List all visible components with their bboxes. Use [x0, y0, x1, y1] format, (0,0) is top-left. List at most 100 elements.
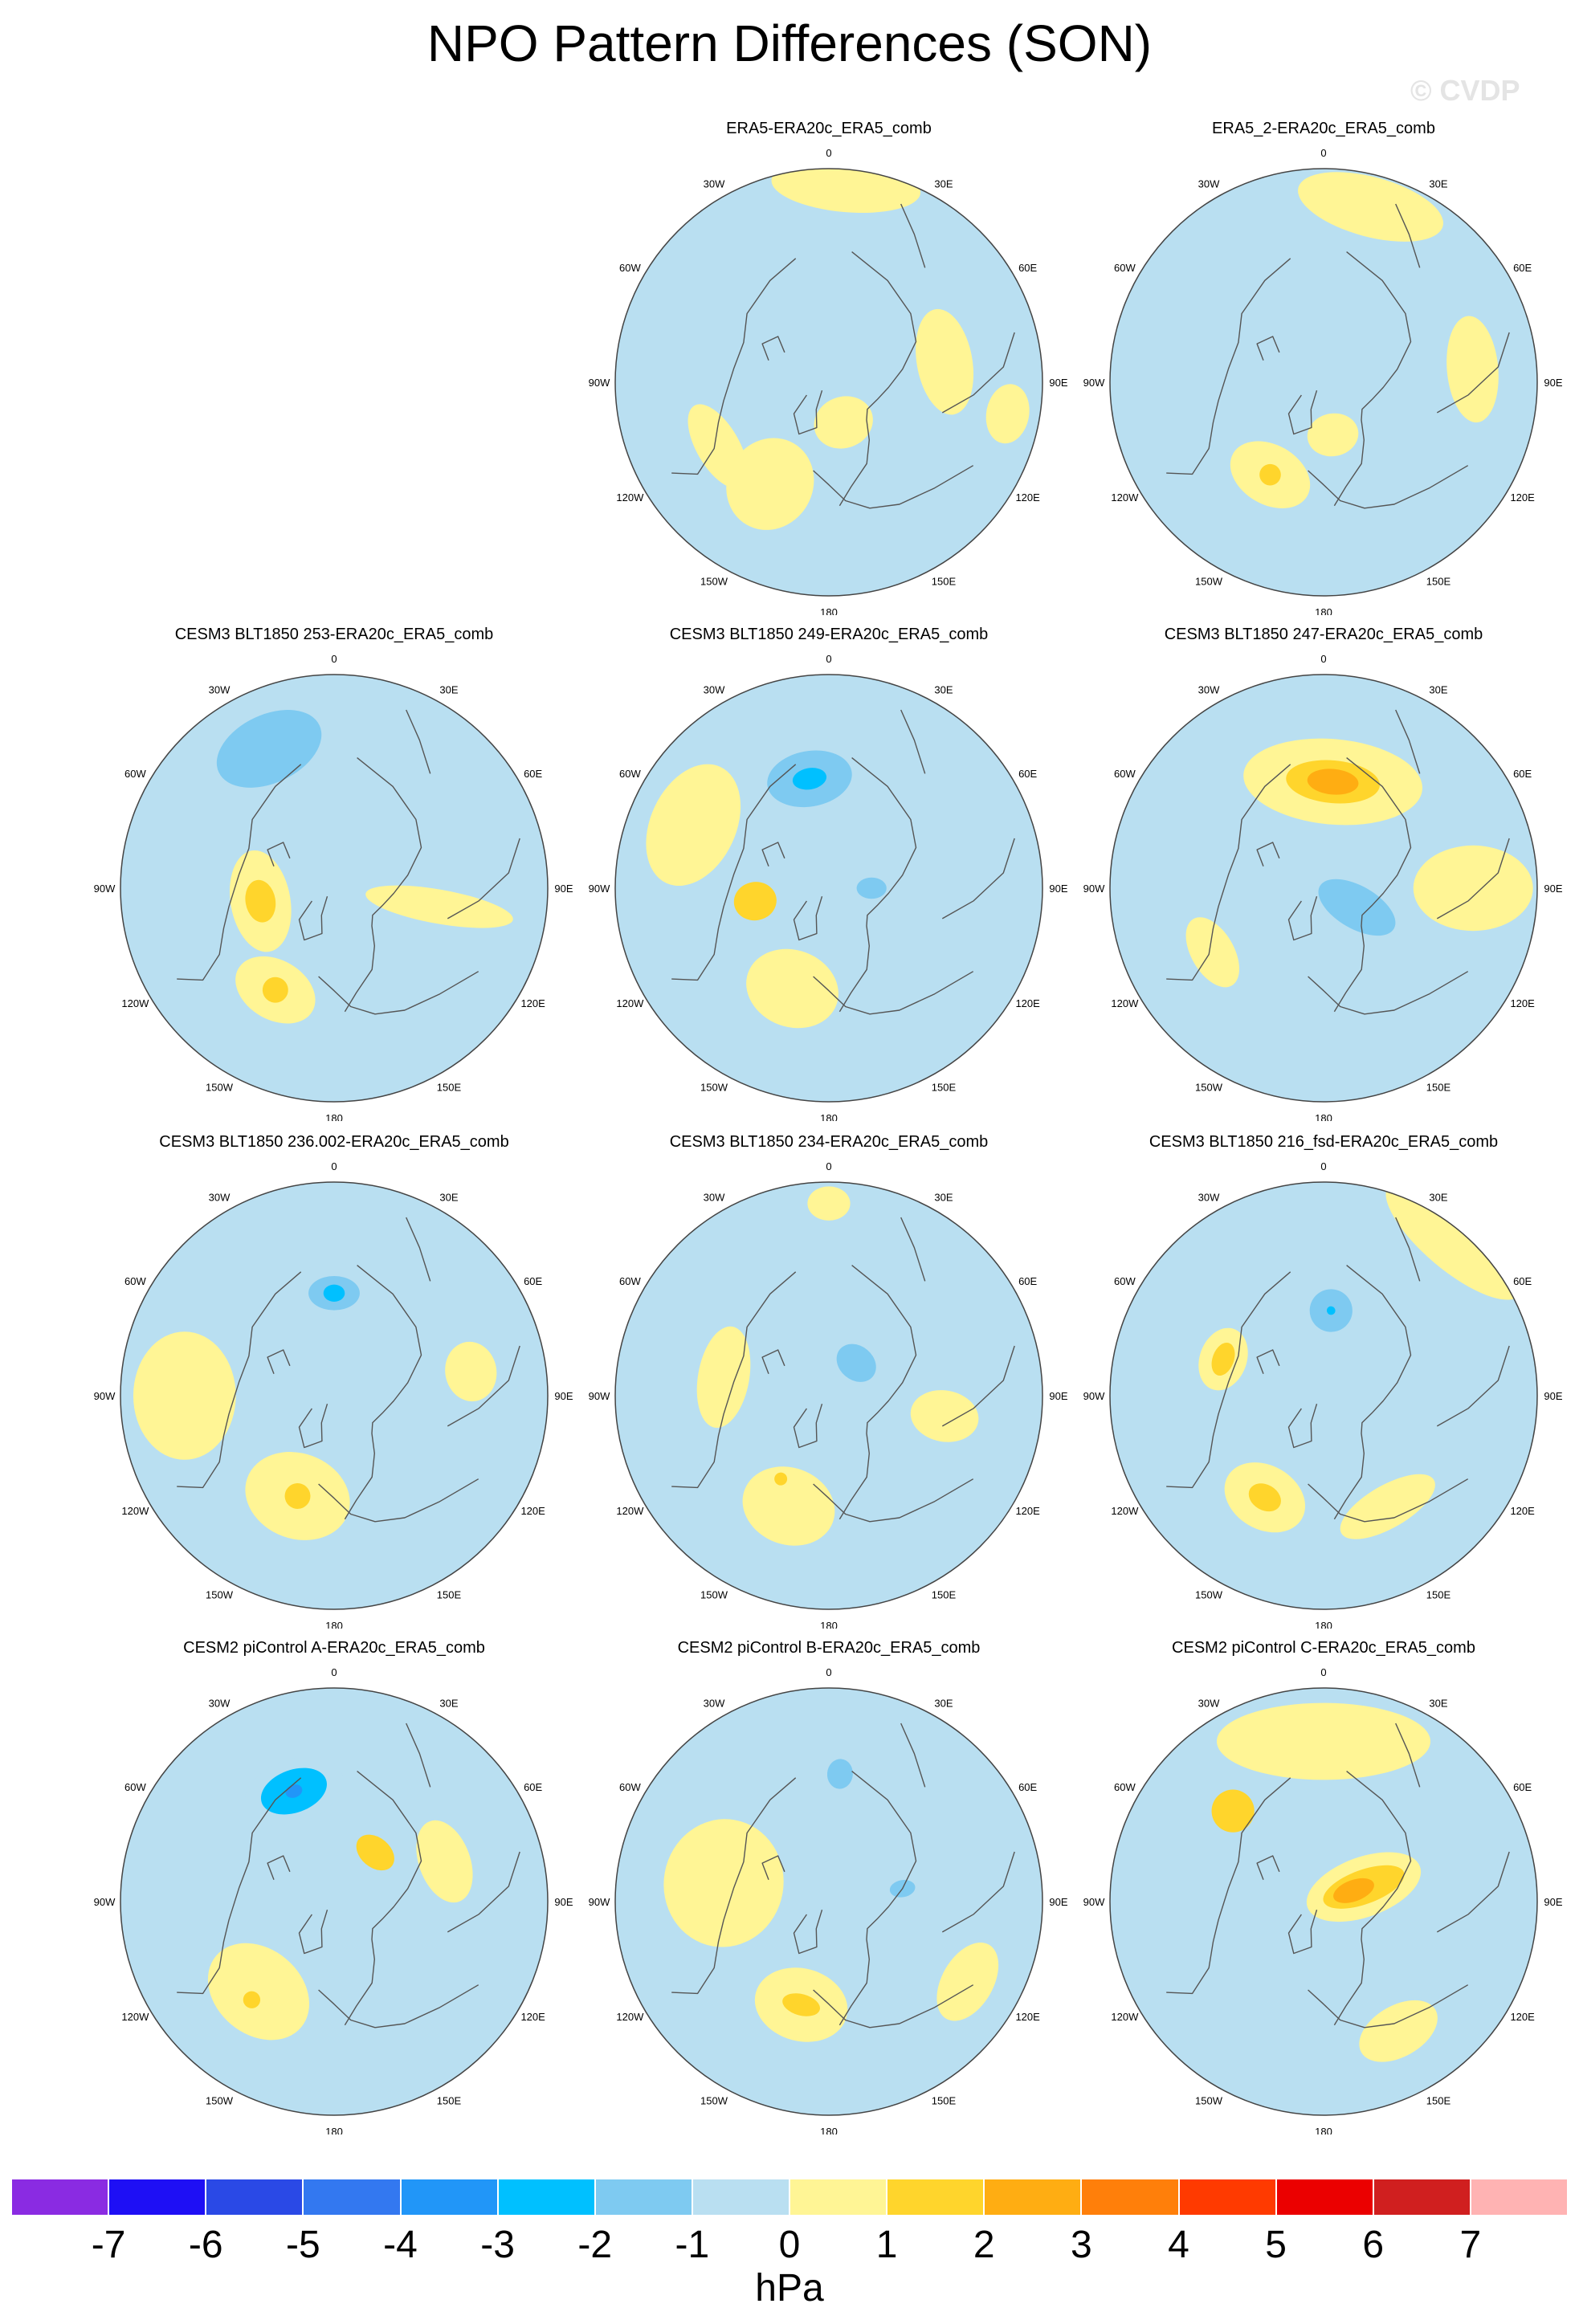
coastline	[838, 1265, 917, 1520]
coastline	[1256, 842, 1280, 866]
longitude-label: 120W	[1111, 997, 1139, 1009]
map-panel: ERA5-ERA20c_ERA5_comb 180 150E 120E 90E 60E 30…	[588, 119, 1070, 617]
longitude-label: 90E	[1544, 377, 1562, 389]
positive-anomaly-region	[696, 1326, 751, 1429]
map-panel: CESM3 BLT1850 247-ERA20c_ERA5_comb 180 150…	[1083, 625, 1565, 1123]
coastline	[793, 895, 823, 941]
longitude-label: 0	[1320, 1160, 1326, 1172]
longitude-label: 60W	[619, 262, 641, 274]
coastline	[793, 1909, 823, 1955]
longitude-label: 90E	[1544, 1390, 1562, 1402]
coastline	[298, 895, 328, 941]
coastline	[813, 1478, 974, 1523]
coastline	[1166, 1271, 1291, 1489]
coastline	[900, 203, 926, 268]
longitude-label: 180	[1315, 1620, 1332, 1629]
map-boundary	[120, 1687, 549, 2116]
positive-anomaly-region	[646, 764, 741, 887]
map-panel: CESM2 piControl B-ERA20c_ERA5_comb 180 150…	[588, 1638, 1070, 2136]
longitude-label: 30W	[209, 1191, 231, 1203]
coastline	[941, 838, 1015, 919]
coastline	[1395, 1723, 1421, 1788]
coastline	[318, 1478, 479, 1523]
longitude-label: 90W	[94, 883, 116, 895]
coastline	[1166, 1777, 1291, 1995]
longitude-label: 120E	[1510, 491, 1535, 504]
longitude-label: 30E	[934, 1191, 953, 1203]
positive-anomaly-region	[742, 1466, 835, 1546]
page-title: NPO Pattern Differences (SON)	[426, 14, 1153, 72]
longitude-label: 180	[1315, 1112, 1332, 1121]
longitude-label: 180	[325, 2126, 343, 2134]
positive-anomaly-region	[1217, 1702, 1430, 1780]
negative-anomaly-region	[856, 877, 887, 899]
longitude-label: 0	[826, 1160, 831, 1172]
longitude-label: 60W	[619, 1781, 641, 1793]
longitude-label: 30E	[439, 1191, 458, 1203]
map-panel-title: CESM3 BLT1850 216_fsd-ERA20c_ERA5_comb	[1149, 1133, 1499, 1151]
map-panel-title: CESM2 piControl B-ERA20c_ERA5_comb	[677, 1639, 981, 1657]
longitude-label: 180	[820, 1620, 838, 1629]
colorbar-tick-label: 4	[1168, 2224, 1189, 2266]
positive-anomaly-region	[910, 1390, 979, 1442]
longitude-label: 60W	[1114, 262, 1136, 274]
map-boundary	[1109, 168, 1538, 597]
coastline	[1436, 1851, 1510, 1933]
colorbar-swatch	[594, 2179, 692, 2216]
coastline	[838, 757, 917, 1013]
longitude-label: 120W	[1111, 2011, 1139, 2023]
map-boundary	[614, 168, 1043, 597]
negative-anomaly-region	[323, 1284, 345, 1302]
longitude-label: 180	[820, 606, 838, 615]
positive-anomaly-region	[133, 1331, 236, 1460]
longitude-label: 30E	[439, 1697, 458, 1709]
coastline	[298, 1403, 328, 1449]
coastline	[941, 332, 1015, 414]
coastline	[177, 764, 302, 981]
longitude-label: 150W	[206, 1082, 234, 1094]
longitude-label: 90E	[1544, 1896, 1562, 1908]
map-boundary	[614, 1181, 1043, 1610]
coastline	[793, 389, 823, 435]
longitude-label: 30W	[704, 1191, 725, 1203]
map-panel-title: CESM3 BLT1850 253-ERA20c_ERA5_comb	[174, 626, 494, 643]
coastline	[344, 757, 422, 1013]
longitude-label: 150W	[700, 2095, 728, 2107]
positive-anomaly-region	[1446, 316, 1499, 423]
coastline	[267, 1349, 291, 1374]
negative-anomaly-region	[826, 1759, 853, 1789]
colorbar-tick-label: -2	[577, 2224, 613, 2266]
colorbar-tick-label: 0	[778, 2224, 801, 2266]
polar-map: 180 150E 120E 90E 60E 30E 0 30W 60W 90W 120W 150W	[589, 1160, 1068, 1629]
colorbar-swatch	[1275, 2179, 1373, 2216]
coastline	[298, 1909, 328, 1955]
positive-anomaly-region	[916, 308, 974, 415]
map-background	[120, 675, 548, 1102]
coastline	[406, 1217, 431, 1282]
coastline	[267, 1855, 291, 1880]
map-background	[120, 1182, 548, 1609]
longitude-label: 150W	[1195, 2095, 1223, 2107]
coastline	[1166, 764, 1291, 981]
polar-map: 180 150E 120E 90E 60E 30E 0 30W 60W 90W 120W 150W	[589, 653, 1068, 1121]
coastline	[267, 842, 291, 866]
map-boundary	[614, 674, 1043, 1103]
coastline	[447, 1851, 520, 1933]
coastline	[761, 1349, 785, 1374]
longitude-label: 150W	[700, 1082, 728, 1094]
longitude-label: 120W	[616, 2011, 644, 2023]
coastline	[1436, 1345, 1510, 1427]
coastline	[406, 1723, 431, 1788]
longitude-label: 90W	[589, 377, 610, 389]
negative-anomaly-region	[836, 1343, 876, 1382]
coastline	[1256, 1855, 1280, 1880]
longitude-label: 60W	[1114, 768, 1136, 780]
positive-anomaly-region	[1385, 1182, 1523, 1300]
longitude-label: 120W	[121, 2011, 149, 2023]
longitude-label: 0	[826, 1666, 831, 1678]
coastline	[671, 258, 797, 475]
longitude-label: 60E	[524, 768, 542, 780]
colorbar-swatch	[108, 2179, 206, 2216]
colorbar-swatch	[984, 2179, 1082, 2216]
map-panel-title: ERA5_2-ERA20c_ERA5_comb	[1212, 120, 1435, 137]
